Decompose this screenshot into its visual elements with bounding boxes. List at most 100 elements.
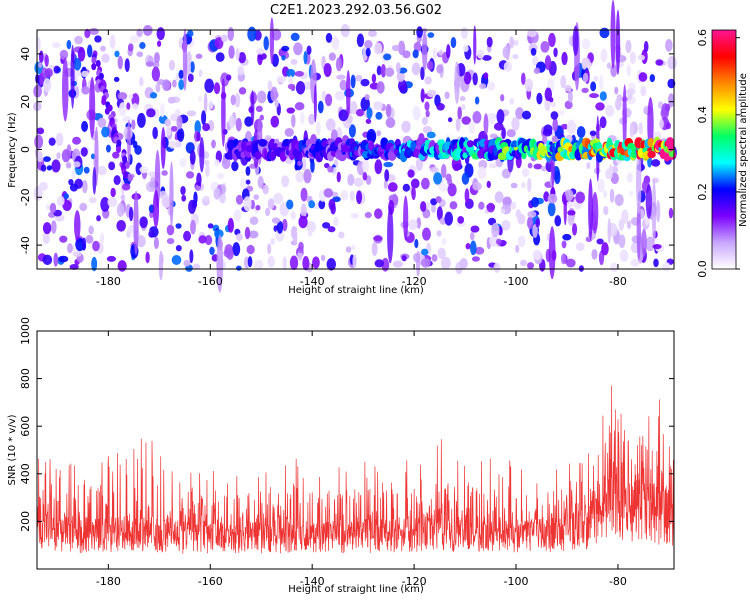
heatmap-cell (214, 37, 224, 50)
heatmap-cell (509, 97, 515, 105)
heatmap-cell (500, 208, 506, 214)
heatmap-cell (185, 171, 195, 179)
heatmap-cell (362, 172, 368, 181)
heatmap-cell (552, 117, 558, 132)
heatmap-cell (387, 182, 398, 192)
heatmap-cell (209, 246, 215, 255)
heatmap-cell (626, 64, 632, 76)
heatmap-cell (131, 93, 140, 107)
heatmap-cell (636, 150, 642, 215)
heatmap-cell (491, 222, 500, 238)
heatmap-cell (214, 159, 220, 167)
heatmap-cell (128, 206, 134, 222)
heatmap-cell (560, 75, 567, 89)
heatmap-cell (169, 161, 174, 227)
heatmap-cell (420, 66, 425, 81)
heatmap-cell (572, 223, 578, 236)
heatmap-cell (181, 194, 187, 202)
y-tick-label: 40 (19, 47, 32, 61)
heatmap-cell (444, 91, 450, 100)
heatmap-cell (133, 190, 139, 255)
heatmap-cell (515, 209, 522, 219)
figure-title: C2E1.2023.292.03.56.G02 (270, 3, 442, 18)
heatmap-cell (667, 78, 676, 89)
heatmap-cell (581, 38, 591, 50)
heatmap-cell (410, 178, 420, 189)
heatmap-cell (422, 28, 428, 34)
heatmap-cell (462, 44, 469, 53)
heatmap-cell (593, 75, 599, 81)
heatmap-cell (365, 47, 371, 57)
heatmap-cell (560, 253, 567, 265)
heatmap-cell (62, 200, 72, 211)
heatmap-cell (39, 181, 48, 191)
heatmap-cell (581, 57, 588, 70)
heatmap-cell (226, 248, 234, 260)
heatmap-cell (374, 259, 384, 268)
heatmap-cell (74, 210, 81, 241)
heatmap-cell (392, 260, 403, 268)
heatmap-cell (282, 218, 288, 232)
heatmap-cell (416, 250, 421, 277)
heatmap-cell (145, 61, 154, 67)
heatmap-cell (333, 216, 339, 227)
heatmap-cell (49, 202, 57, 214)
heatmap-cell (469, 240, 477, 256)
colorbar-tick-label: 0.4 (696, 106, 709, 124)
heatmap-cell (335, 90, 345, 101)
heatmap-cell (380, 63, 386, 78)
heatmap-cell (341, 189, 349, 201)
heatmap-cell (100, 45, 106, 52)
heatmap-cell (198, 95, 203, 102)
heatmap-cell (426, 131, 436, 139)
heatmap-cell (42, 156, 51, 163)
heatmap-cell (531, 197, 540, 208)
heatmap-cell (461, 172, 470, 185)
heatmap-cell (590, 81, 597, 92)
heatmap-cell (83, 166, 90, 174)
heatmap-cell (156, 40, 162, 47)
heatmap-cell (66, 39, 72, 50)
heatmap-cell (245, 166, 251, 176)
heatmap-cell (315, 140, 321, 153)
heatmap-cell (189, 249, 194, 264)
heatmap-cell (149, 177, 157, 192)
heatmap-cell (397, 79, 407, 93)
snr-y-ticks: 200 400 600 800 1000 (19, 317, 674, 532)
heatmap-cell (91, 56, 97, 64)
heatmap-cell (532, 223, 538, 238)
heatmap-cell (70, 44, 75, 109)
heatmap-cell (532, 249, 542, 261)
heatmap-cell (90, 153, 96, 160)
heatmap-cell (550, 111, 559, 120)
heatmap-cell (254, 259, 264, 270)
heatmap-cell (553, 47, 558, 58)
heatmap-cell (327, 165, 334, 173)
heatmap-cell (149, 92, 158, 99)
heatmap-cell (614, 97, 622, 111)
heatmap-cell (350, 213, 359, 219)
heatmap-cell (430, 203, 436, 214)
snr-line (37, 385, 674, 554)
heatmap-cell (651, 177, 660, 184)
heatmap-cell (204, 234, 213, 246)
heatmap-cell (350, 74, 356, 89)
heatmap-cell (429, 166, 439, 173)
heatmap-cell (353, 177, 364, 187)
x-tick-label: -100 (504, 575, 529, 588)
heatmap-cell (614, 194, 624, 206)
colorbar-tick-label: 0.2 (696, 183, 709, 201)
heatmap-cell (106, 255, 117, 262)
heatmap-cell (127, 174, 133, 182)
heatmap-cell (258, 139, 268, 147)
heatmap-cell (301, 158, 307, 171)
heatmap-cell (468, 120, 476, 135)
spectrogram-x-axis-label: Height of straight line (km) (288, 285, 424, 296)
heatmap-cell (148, 230, 155, 238)
heatmap-cell (566, 201, 574, 208)
heatmap-cell (542, 128, 553, 137)
heatmap-cell (196, 131, 201, 142)
heatmap-cell (436, 230, 442, 237)
heatmap-cell (599, 91, 607, 101)
